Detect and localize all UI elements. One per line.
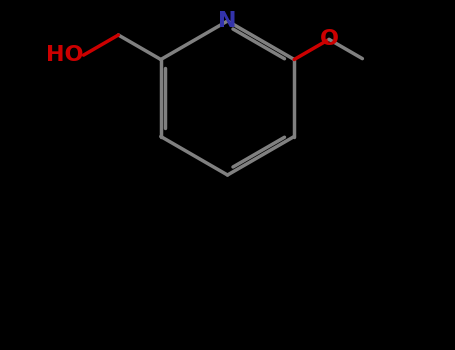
Text: O: O [319, 29, 339, 49]
Text: HO: HO [46, 45, 84, 65]
Text: N: N [218, 11, 237, 31]
